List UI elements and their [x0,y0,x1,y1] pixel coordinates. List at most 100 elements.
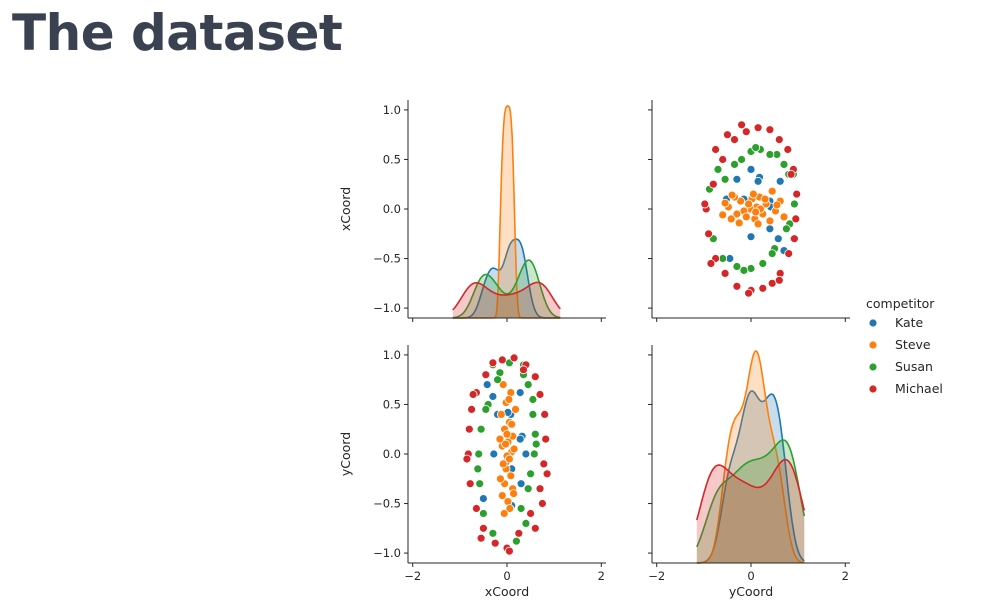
legend-label-michael: Michael [895,381,943,396]
point-susan [493,375,503,385]
x-tick-label: 0 [747,569,754,583]
x-tick-label: 0 [503,569,510,583]
legend-label-steve: Steve [895,337,931,352]
legend-label-susan: Susan [895,359,933,374]
point-kate [773,234,783,244]
kde-fill-kate [696,391,805,563]
point-michael [704,229,713,239]
point-michael [471,504,481,513]
point-susan [782,224,791,234]
point-michael [467,404,477,414]
point-steve [732,209,742,219]
legend-label-kate: Kate [895,315,924,330]
point-michael [737,120,746,130]
kde-line-susan [696,439,806,548]
point-steve [720,198,730,208]
point-steve [496,409,506,419]
kde-line-susan [452,259,561,319]
point-michael [530,523,540,533]
point-michael [790,234,799,244]
point-steve [504,395,514,404]
point-michael [509,353,519,363]
x-tick-label: 2 [842,569,849,583]
point-michael [519,365,528,375]
point-michael [774,135,784,145]
point-susan [737,155,746,164]
point-susan [758,259,768,268]
y-tick-label: 0.5 [383,152,401,166]
point-michael [481,370,491,380]
point-michael [792,189,802,199]
point-steve [499,509,509,518]
point-susan [765,150,775,159]
kde-fill-susan [452,260,561,318]
point-susan [528,409,538,419]
point-steve [502,429,512,439]
point-steve [509,489,518,499]
y-axis-label: yCoord [338,432,353,476]
x-tick-label: −2 [404,569,421,583]
point-michael [535,390,545,399]
point-michael [732,281,742,291]
point-kate [775,176,785,186]
point-michael [490,538,500,548]
point-michael [464,424,474,434]
point-michael [462,454,472,464]
y-tick-label: 1.0 [383,348,401,362]
point-michael [539,459,549,469]
point-susan [474,449,484,459]
point-steve [718,210,728,220]
point-kate [521,449,531,459]
point-susan [528,395,538,404]
legend-marker-kate [868,318,878,328]
point-steve [509,444,519,454]
point-michael [478,523,488,533]
point-susan [720,174,730,184]
point-susan [521,519,531,528]
point-susan [713,164,723,174]
y-tick-label: 1.0 [383,103,401,117]
point-susan [473,464,483,474]
diag-kde-xcoord [452,105,561,319]
kde-fill-kate [452,239,561,318]
point-michael [535,484,545,494]
point-susan [530,429,540,439]
point-michael [497,355,507,365]
point-michael [744,288,753,298]
point-michael [783,145,793,154]
point-michael [741,127,751,137]
point-susan [481,404,491,414]
point-steve [741,212,751,222]
diag-kde-ycoord [696,350,806,564]
point-michael [476,533,486,543]
y-tick-label: 0.0 [383,202,401,216]
point-susan [531,439,541,449]
point-steve [749,189,758,199]
point-kate [515,388,525,398]
point-kate [478,494,488,504]
point-michael [720,268,730,278]
kde-fill-susan [696,440,805,563]
point-michael [700,199,710,209]
point-michael [468,390,478,399]
point-kate [732,174,742,184]
point-steve [495,474,505,484]
kde-fill-steve [452,106,561,318]
point-steve [744,199,753,209]
point-michael [753,123,763,133]
point-kate [482,380,492,390]
point-michael [538,499,547,508]
point-michael [758,283,768,293]
y-tick-label: −0.5 [373,252,401,266]
slide-title: The dataset [12,4,343,62]
point-steve [507,419,517,429]
point-steve [497,491,507,501]
point-michael [791,214,801,224]
point-steve [753,219,763,229]
legend-marker-steve [868,340,878,350]
point-susan [475,479,485,489]
point-susan [512,536,521,546]
point-kate [489,449,499,459]
point-steve [505,504,515,513]
